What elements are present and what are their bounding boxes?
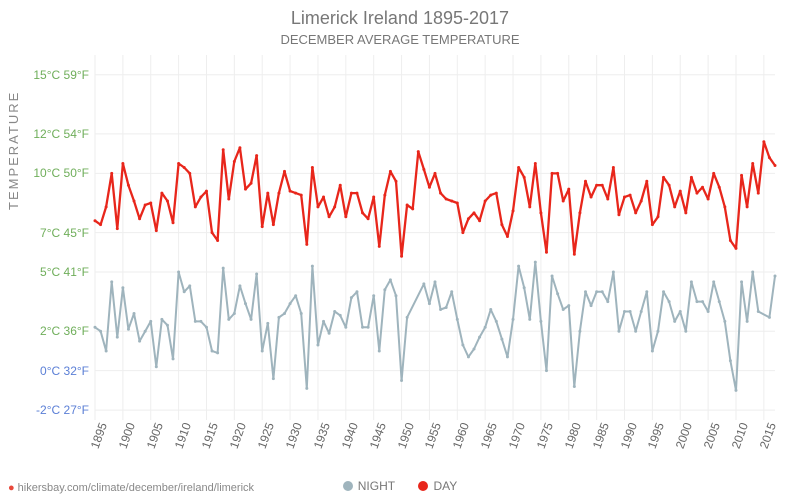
x-tick: 1965	[478, 421, 500, 451]
source-attribution: ●hikersbay.com/climate/december/ireland/…	[8, 482, 254, 494]
x-tick: 1970	[506, 421, 528, 451]
x-tick: 2015	[757, 421, 779, 451]
y-tick: 2°C 36°F	[40, 324, 95, 338]
legend-label-day: DAY	[433, 479, 457, 493]
x-tick: 2005	[701, 421, 723, 451]
chart-svg	[95, 55, 775, 420]
x-tick: 1950	[394, 421, 416, 451]
y-tick: 10°C 50°F	[33, 166, 95, 180]
x-tick: 1920	[227, 421, 249, 451]
x-tick: 2000	[673, 421, 695, 451]
y-axis-label: TEMPERATURE	[6, 91, 21, 210]
x-tick: 1905	[143, 421, 165, 451]
legend-swatch-day	[418, 481, 428, 491]
y-tick: 5°C 41°F	[40, 265, 95, 279]
x-tick: 1895	[88, 421, 110, 451]
location-pin-icon: ●	[8, 482, 15, 494]
x-tick: 1910	[171, 421, 193, 451]
x-tick: 1935	[311, 421, 333, 451]
y-tick: 0°C 32°F	[40, 364, 95, 378]
chart-title: Limerick Ireland 1895-2017	[0, 8, 800, 29]
y-tick: 7°C 45°F	[40, 226, 95, 240]
x-tick: 1975	[534, 421, 556, 451]
legend-day: DAY	[418, 479, 457, 493]
x-tick: 1945	[366, 421, 388, 451]
x-tick: 1995	[645, 421, 667, 451]
source-url: hikersbay.com/climate/december/ireland/l…	[18, 482, 254, 494]
x-tick: 1925	[255, 421, 277, 451]
x-tick: 1940	[339, 421, 361, 451]
x-tick: 1955	[422, 421, 444, 451]
legend-swatch-night	[343, 481, 353, 491]
x-tick: 2010	[729, 421, 751, 451]
x-tick: 1980	[562, 421, 584, 451]
y-tick: 12°C 54°F	[33, 127, 95, 141]
legend-label-night: NIGHT	[358, 479, 395, 493]
x-tick: 1930	[283, 421, 305, 451]
x-tick: 1900	[116, 421, 138, 451]
legend-night: NIGHT	[343, 479, 395, 493]
x-tick: 1990	[617, 421, 639, 451]
x-tick: 1915	[199, 421, 221, 451]
temperature-chart: Limerick Ireland 1895-2017 DECEMBER AVER…	[0, 0, 800, 500]
chart-subtitle: DECEMBER AVERAGE TEMPERATURE	[0, 32, 800, 47]
x-tick: 1985	[589, 421, 611, 451]
plot-area: -2°C 27°F0°C 32°F2°C 36°F5°C 41°F7°C 45°…	[95, 55, 775, 420]
y-tick: 15°C 59°F	[33, 68, 95, 82]
x-tick: 1960	[450, 421, 472, 451]
y-tick: -2°C 27°F	[36, 403, 95, 417]
